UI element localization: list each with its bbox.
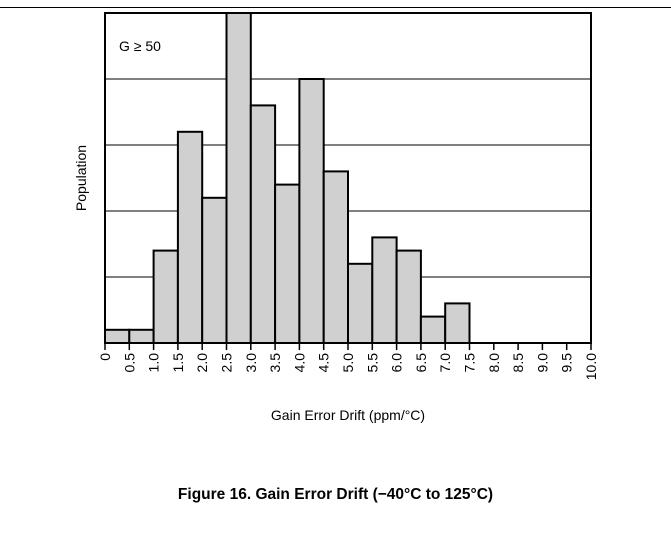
x-tick-label: 5.0: [340, 353, 356, 373]
histogram-bar: [347, 262, 374, 344]
histogram-bar: [322, 170, 350, 344]
x-tick-label: 9.5: [559, 353, 575, 373]
histogram-bar: [249, 104, 277, 345]
histogram-bar: [176, 130, 204, 344]
x-tick-label: 7.5: [462, 353, 478, 373]
histogram-bar: [444, 302, 471, 344]
x-tick-label: 3.0: [243, 353, 259, 373]
x-tick-label: 4.0: [291, 353, 307, 373]
x-tick-label: 5.5: [364, 353, 380, 373]
x-tick-label: 0.5: [121, 353, 137, 373]
x-tick-label: 7.0: [437, 353, 453, 373]
histogram-bar: [298, 78, 325, 344]
x-tick-label: 6.0: [389, 353, 405, 373]
histogram-bar: [395, 249, 422, 345]
gain-annotation: G ≥ 50: [119, 38, 161, 54]
histogram-bar: [419, 315, 447, 345]
x-tick-label: 1.0: [146, 353, 162, 373]
x-tick-label: 8.5: [510, 353, 526, 373]
histogram-bar: [274, 183, 301, 344]
histogram-bar: [201, 196, 228, 344]
histogram-bar: [104, 328, 131, 344]
x-tick-label: 1.5: [170, 353, 186, 373]
x-tick-label: 9.0: [534, 353, 550, 373]
histogram-bar: [152, 249, 179, 345]
histogram-bars: [104, 12, 471, 345]
x-tick-label: 2.0: [194, 353, 210, 373]
x-tick-label: 0: [97, 353, 113, 361]
x-axis-ticks: 0 0.5 1.0 1.5 2.0 2.5 3.0 3.5 4.0 4.5 5.0 5.5 6.0 6.5…: [97, 343, 599, 380]
x-tick-label: 4.5: [316, 353, 332, 373]
x-tick-label: 2.5: [219, 353, 235, 373]
histogram-bar: [225, 12, 252, 344]
histogram-bar: [371, 236, 398, 344]
top-rule: [0, 7, 671, 8]
figure-caption: Figure 16. Gain Error Drift (−40°C to 12…: [177, 486, 494, 503]
x-tick-label: 8.0: [486, 353, 502, 373]
x-tick-label: 6.5: [413, 353, 429, 373]
histogram-bar: [128, 328, 155, 344]
x-tick-label: 3.5: [267, 353, 283, 373]
x-axis-label: Gain Error Drift (ppm/°C): [271, 407, 425, 423]
y-axis-label: Population: [73, 145, 89, 211]
x-tick-label: 10.0: [583, 353, 599, 380]
